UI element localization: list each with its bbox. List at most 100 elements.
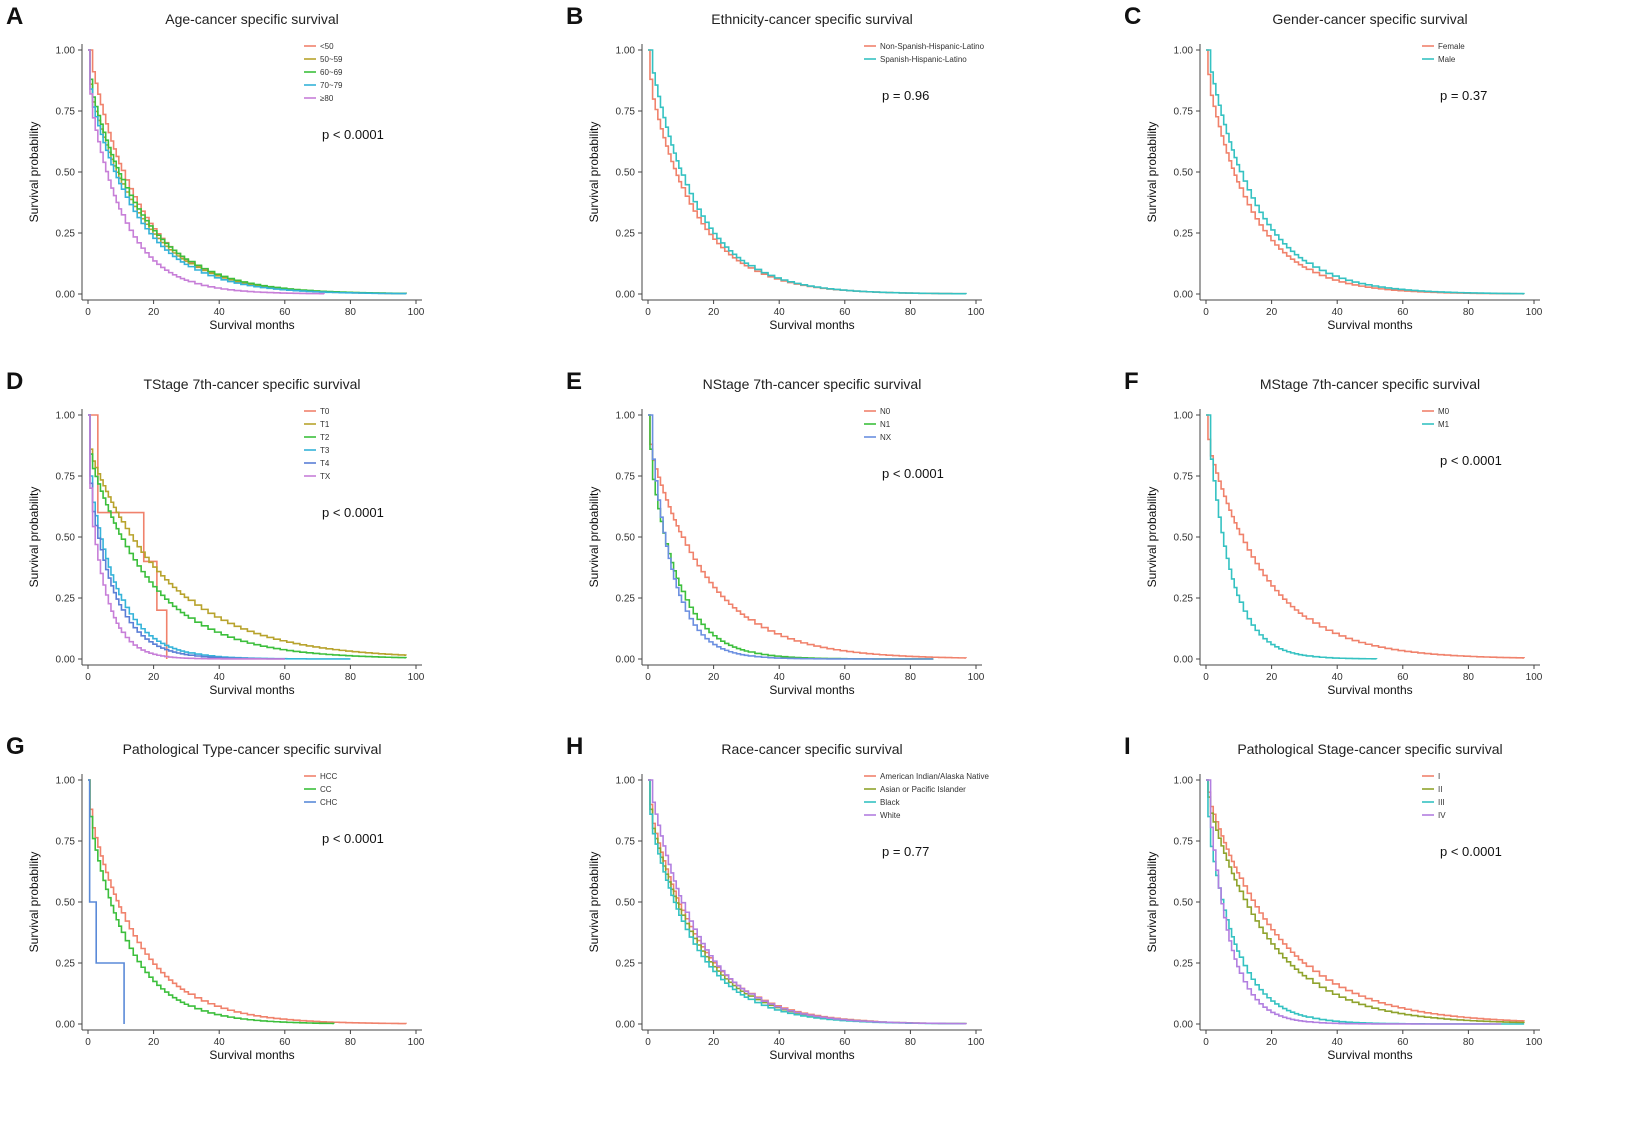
y-axis-label: Survival probability xyxy=(1145,852,1159,953)
series-line-70-79 xyxy=(88,49,407,295)
y-axis-label: Survival probability xyxy=(587,487,601,588)
chart-title: NStage 7th-cancer specific survival xyxy=(703,376,922,392)
x-tick-label: 0 xyxy=(645,1037,651,1048)
x-axis-label: Survival months xyxy=(1327,318,1412,332)
legend-label: N1 xyxy=(880,420,891,429)
y-tick-label: 0.00 xyxy=(616,1020,636,1031)
y-tick-label: 0.00 xyxy=(1174,1020,1194,1031)
y-tick-label: 0.50 xyxy=(616,533,636,544)
legend-label: M0 xyxy=(1438,407,1450,416)
legend-label: T0 xyxy=(320,407,330,416)
series-line-female xyxy=(1206,49,1525,295)
y-tick-label: 0.00 xyxy=(616,655,636,666)
series-line-t3 xyxy=(88,414,351,660)
x-tick-label: 0 xyxy=(85,307,91,318)
x-axis-label: Survival months xyxy=(1327,683,1412,697)
y-tick-label: 0.25 xyxy=(1174,229,1194,240)
x-tick-label: 100 xyxy=(408,672,425,683)
series-line-i xyxy=(1206,779,1525,1022)
x-tick-label: 20 xyxy=(1266,1037,1278,1048)
x-tick-label: 60 xyxy=(279,1037,291,1048)
x-tick-label: 40 xyxy=(774,1037,786,1048)
x-tick-label: 100 xyxy=(1526,672,1543,683)
x-axis-label: Survival months xyxy=(769,318,854,332)
x-tick-label: 60 xyxy=(279,307,291,318)
x-tick-label: 0 xyxy=(85,672,91,683)
legend-label: T4 xyxy=(320,459,330,468)
y-tick-label: 1.00 xyxy=(1174,776,1194,787)
panel-letter: I xyxy=(1124,733,1131,760)
panel-letter: A xyxy=(6,3,23,30)
x-tick-label: 20 xyxy=(708,1037,720,1048)
legend-label: Black xyxy=(880,798,901,807)
x-tick-label: 0 xyxy=(85,1037,91,1048)
series-line-spanish-hispanic-latino xyxy=(648,49,967,295)
y-tick-label: 0.75 xyxy=(616,107,636,118)
chart-title: Ethnicity-cancer specific survival xyxy=(711,11,913,27)
series-line-nx xyxy=(648,414,934,660)
legend-label: 60~69 xyxy=(320,68,343,77)
chart-panel-c: C Gender-cancer specific survival 0.00 0.25… xyxy=(1124,3,1543,332)
y-tick-label: 1.00 xyxy=(616,46,636,57)
chart-title: Race-cancer specific survival xyxy=(721,741,902,757)
x-tick-label: 20 xyxy=(708,307,720,318)
series-line-male xyxy=(1206,49,1525,295)
chart-panel-e: E NStage 7th-cancer specific survival 0.00… xyxy=(566,368,985,697)
x-tick-label: 80 xyxy=(345,307,357,318)
x-tick-label: 40 xyxy=(214,672,226,683)
series-line-iii xyxy=(1206,779,1525,1025)
legend-label: ≥80 xyxy=(320,94,334,103)
x-tick-label: 40 xyxy=(1332,672,1344,683)
x-tick-label: 60 xyxy=(839,1037,851,1048)
y-tick-label: 0.75 xyxy=(1174,472,1194,483)
y-tick-label: 0.00 xyxy=(616,290,636,301)
y-tick-label: 0.25 xyxy=(1174,594,1194,605)
y-tick-label: 0.50 xyxy=(616,168,636,179)
y-tick-label: 1.00 xyxy=(1174,46,1194,57)
x-axis-label: Survival months xyxy=(769,1048,854,1062)
x-tick-label: 20 xyxy=(148,1037,160,1048)
x-tick-label: 100 xyxy=(1526,307,1543,318)
y-axis-label: Survival probability xyxy=(587,852,601,953)
legend-label: Spanish-Hispanic-Latino xyxy=(880,55,967,64)
series-line-t2 xyxy=(88,414,407,659)
legend-label: Male xyxy=(1438,55,1456,64)
y-tick-label: 0.75 xyxy=(56,472,76,483)
chart-title: TStage 7th-cancer specific survival xyxy=(143,376,360,392)
y-tick-label: 1.00 xyxy=(56,46,76,57)
series-line-american-indian-alaska-native xyxy=(648,779,879,1023)
y-tick-label: 0.25 xyxy=(616,594,636,605)
p-value: p < 0.0001 xyxy=(1440,453,1502,468)
x-axis-label: Survival months xyxy=(769,683,854,697)
series-line-black xyxy=(648,779,967,1025)
x-tick-label: 60 xyxy=(839,672,851,683)
p-value: p < 0.0001 xyxy=(322,505,384,520)
panel-letter: E xyxy=(566,368,582,395)
series-line-t0 xyxy=(88,414,168,659)
legend-label: Non-Spanish-Hispanic-Latino xyxy=(880,42,985,51)
chart-panel-i: I Pathological Stage-cancer specific surv… xyxy=(1124,733,1543,1062)
x-tick-label: 0 xyxy=(1203,1037,1209,1048)
x-axis-label: Survival months xyxy=(209,1048,294,1062)
chart-title: MStage 7th-cancer specific survival xyxy=(1260,376,1480,392)
y-tick-label: 0.25 xyxy=(56,594,76,605)
y-tick-label: 0.75 xyxy=(616,472,636,483)
x-tick-label: 20 xyxy=(708,672,720,683)
y-tick-label: 0.75 xyxy=(1174,107,1194,118)
panel-letter: G xyxy=(6,733,25,760)
y-tick-label: 0.75 xyxy=(1174,837,1194,848)
y-tick-label: 0.50 xyxy=(56,898,76,909)
y-tick-label: 0.50 xyxy=(56,168,76,179)
x-tick-label: 40 xyxy=(1332,307,1344,318)
y-tick-label: 0.50 xyxy=(1174,168,1194,179)
y-tick-label: 0.25 xyxy=(1174,959,1194,970)
legend-label: II xyxy=(1438,785,1442,794)
x-axis-label: Survival months xyxy=(1327,1048,1412,1062)
series-line-m0 xyxy=(1206,414,1525,659)
x-tick-label: 40 xyxy=(774,307,786,318)
y-tick-label: 1.00 xyxy=(1174,411,1194,422)
panel-letter: F xyxy=(1124,368,1139,395)
y-tick-label: 0.50 xyxy=(56,533,76,544)
series-line-60-69 xyxy=(88,49,407,295)
legend-label: NX xyxy=(880,433,892,442)
